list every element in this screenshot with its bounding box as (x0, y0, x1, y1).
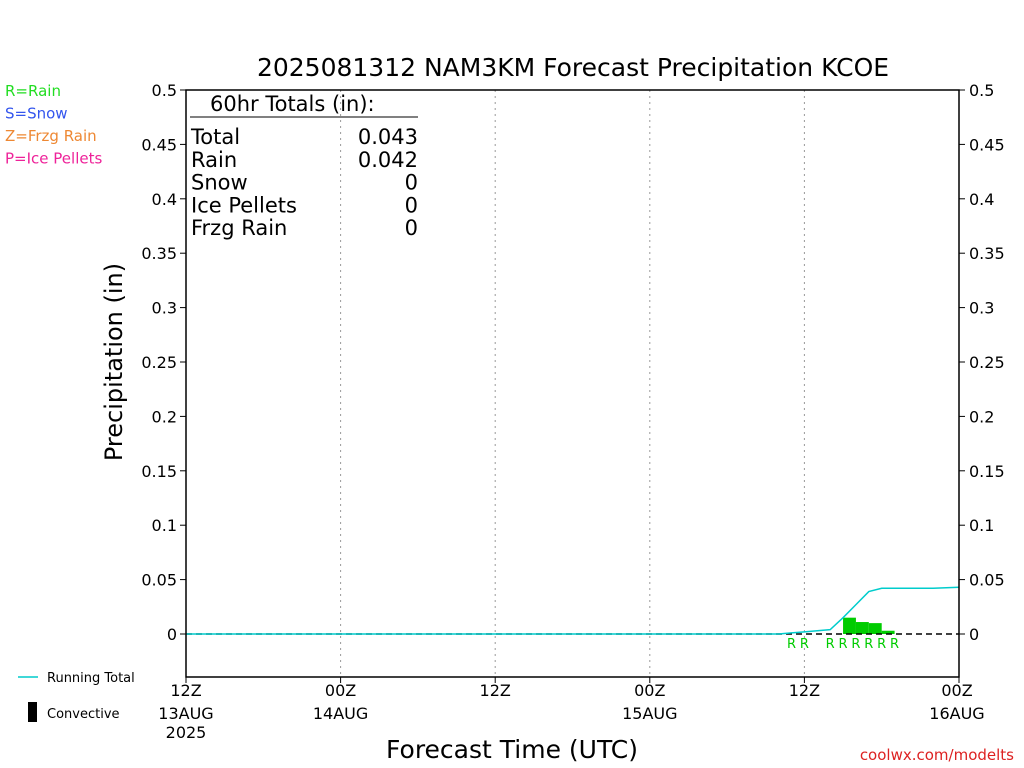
x-tick-label: 00Z (634, 681, 665, 700)
x-tick-date: 14AUG (313, 704, 368, 723)
ptype-marker: R (864, 637, 873, 652)
y-tick-label-right: 0.2 (969, 407, 994, 426)
vertical-gridlines (340, 90, 805, 677)
y-tick-label-right: 0.35 (969, 244, 1005, 263)
credit-text: coolwx.com/modelts (860, 746, 1014, 764)
ptype-marker: R (890, 637, 899, 652)
x-tick-label: 12Z (789, 681, 820, 700)
ptype-legend-item: P=Ice Pellets (5, 150, 102, 168)
x-tick-label: 00Z (325, 681, 356, 700)
y-tick-label-right: 0.3 (969, 299, 994, 318)
ptype-legend-item: Z=Frzg Rain (5, 127, 97, 145)
totals-header: 60hr Totals (in): (210, 92, 375, 116)
totals-box: 60hr Totals (in): Total 0.043 Rain 0.042 Sno… (190, 92, 418, 240)
plot-frame (185, 89, 960, 678)
totals-label: Ice Pellets (191, 193, 297, 217)
totals-label: Snow (191, 171, 248, 195)
y-tick-label-left: 0.2 (152, 407, 177, 426)
totals-label: Rain (191, 148, 237, 172)
rain-bar (843, 617, 856, 634)
running-total-line (186, 586, 960, 635)
y-tick-label-right: 0.5 (969, 81, 994, 100)
ptype-marker: R (851, 637, 860, 652)
y-tick-label-left: 0.25 (141, 353, 177, 372)
y-tick-label-left: 0.35 (141, 244, 177, 263)
y-tick-label-right: 0.1 (969, 516, 994, 535)
totals-value: 0.042 (358, 148, 418, 172)
rain-bars (843, 617, 895, 634)
x-tick-label: 12Z (480, 681, 511, 700)
y-tick-label-left: 0.45 (141, 135, 177, 154)
y-tick-label-left: 0.1 (152, 516, 177, 535)
y-tick-label-left: 0.3 (152, 299, 177, 318)
rain-bar (855, 622, 869, 634)
chart-title: 2025081312 NAM3KM Forecast Precipitation… (257, 53, 889, 82)
x-tick-label: 12Z (170, 681, 201, 700)
ptype-marker: R (826, 637, 835, 652)
y-tick-label-right: 0.25 (969, 353, 1005, 372)
totals-value: 0 (405, 193, 418, 217)
y-tick-label-left: 0.5 (152, 81, 177, 100)
y-tick-label-left: 0.05 (141, 571, 177, 590)
ptype-marker: R (787, 637, 796, 652)
ptype-marker: R (877, 637, 886, 652)
y-tick-label-right: 0.45 (969, 135, 1005, 154)
ptype-legend-item: S=Snow (5, 105, 68, 123)
ptype-legend: R=Rain S=Snow Z=Frzg Rain P=Ice Pellets (5, 82, 102, 168)
ptype-marker: R (839, 637, 848, 652)
totals-value: 0 (405, 171, 418, 195)
y-tick-label-right: 0.4 (969, 190, 994, 209)
ptype-legend-item: R=Rain (5, 82, 61, 100)
convective-legend-label: Convective (47, 707, 120, 722)
x-tick-year: 2025 (166, 723, 207, 742)
totals-value: 0.043 (358, 125, 418, 149)
x-tick-date: 13AUG (158, 704, 213, 723)
running-total-legend-label: Running Total (47, 671, 135, 686)
convective-swatch (28, 702, 37, 722)
x-tick-label: 00Z (941, 681, 972, 700)
ptype-marker: R (800, 637, 809, 652)
y-tick-label-right: 0.15 (969, 462, 1005, 481)
x-tick-date: 15AUG (622, 704, 677, 723)
y-tick-label-right: 0 (969, 625, 979, 644)
totals-label: Frzg Rain (191, 216, 287, 240)
rain-bar (868, 623, 882, 634)
y-tick-label-left: 0.4 (152, 190, 177, 209)
y-ticks: 0 00.05 0.050.1 0.10.15 0.150.2 0.20.25 0.250.… (141, 81, 1004, 644)
y-axis-label: Precipitation (in) (100, 263, 128, 461)
totals-label: Total (190, 125, 240, 149)
x-tick-date: 16AUG (929, 704, 984, 723)
x-axis-label: Forecast Time (UTC) (386, 735, 638, 764)
totals-value: 0 (405, 216, 418, 240)
series-legend: Running Total Convective (18, 671, 135, 722)
y-tick-label-right: 0.05 (969, 571, 1005, 590)
rain-bar (881, 630, 895, 634)
y-tick-label-left: 0 (167, 625, 177, 644)
y-tick-label-left: 0.15 (141, 462, 177, 481)
